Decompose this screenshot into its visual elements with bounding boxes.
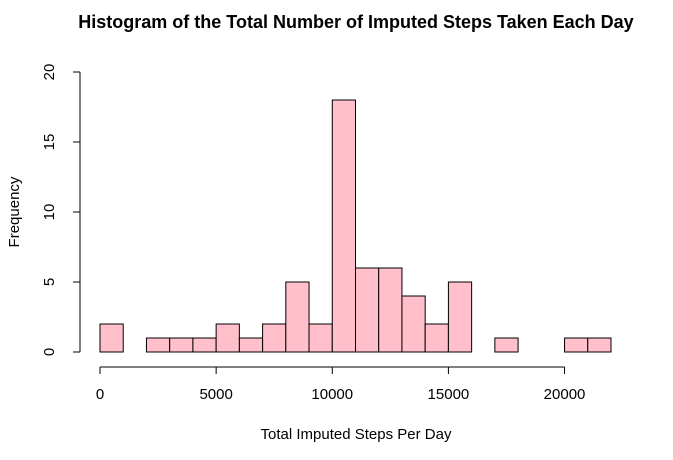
y-axis: 0 5 10 15 20: [41, 64, 81, 356]
bar-6000: [238, 337, 264, 353]
bar-20000: [564, 337, 589, 353]
bar-17000: [494, 337, 519, 353]
bar-2000: [145, 337, 171, 353]
bar-10000: [331, 99, 357, 353]
bar-3000: [169, 337, 194, 353]
chart-title: Histogram of the Total Number of Imputed…: [78, 12, 633, 32]
y-tick-label-20: 20: [41, 64, 58, 81]
bar-7000: [262, 323, 287, 353]
y-tick-label-0: 0: [41, 348, 58, 356]
x-tick-label-20000: 20000: [544, 386, 586, 403]
bar-15000: [447, 281, 473, 353]
x-tick-label-5000: 5000: [199, 386, 232, 403]
y-tick-label-15: 15: [41, 134, 58, 151]
bar-5000: [215, 323, 240, 353]
x-axis-label: Total Imputed Steps Per Day: [261, 426, 452, 443]
x-axis: 0 5000 10000 15000 20000: [96, 366, 586, 403]
bar-12000: [378, 267, 403, 353]
bar-21000: [587, 337, 612, 353]
bar-8000: [285, 281, 310, 353]
y-tick-label-10: 10: [41, 204, 58, 221]
bar-9000: [308, 323, 333, 353]
x-tick-label-0: 0: [96, 386, 104, 403]
x-tick-label-10000: 10000: [311, 386, 353, 403]
y-axis-label: Frequency: [6, 176, 23, 247]
bar-4000: [192, 337, 217, 353]
bar-14000: [424, 323, 449, 353]
bar-13000: [401, 295, 426, 353]
bar-0: [99, 323, 124, 353]
x-tick-label-15000: 15000: [428, 386, 470, 403]
y-tick-label-5: 5: [41, 278, 58, 286]
bars-group: [99, 99, 612, 353]
bar-11000: [355, 267, 380, 353]
